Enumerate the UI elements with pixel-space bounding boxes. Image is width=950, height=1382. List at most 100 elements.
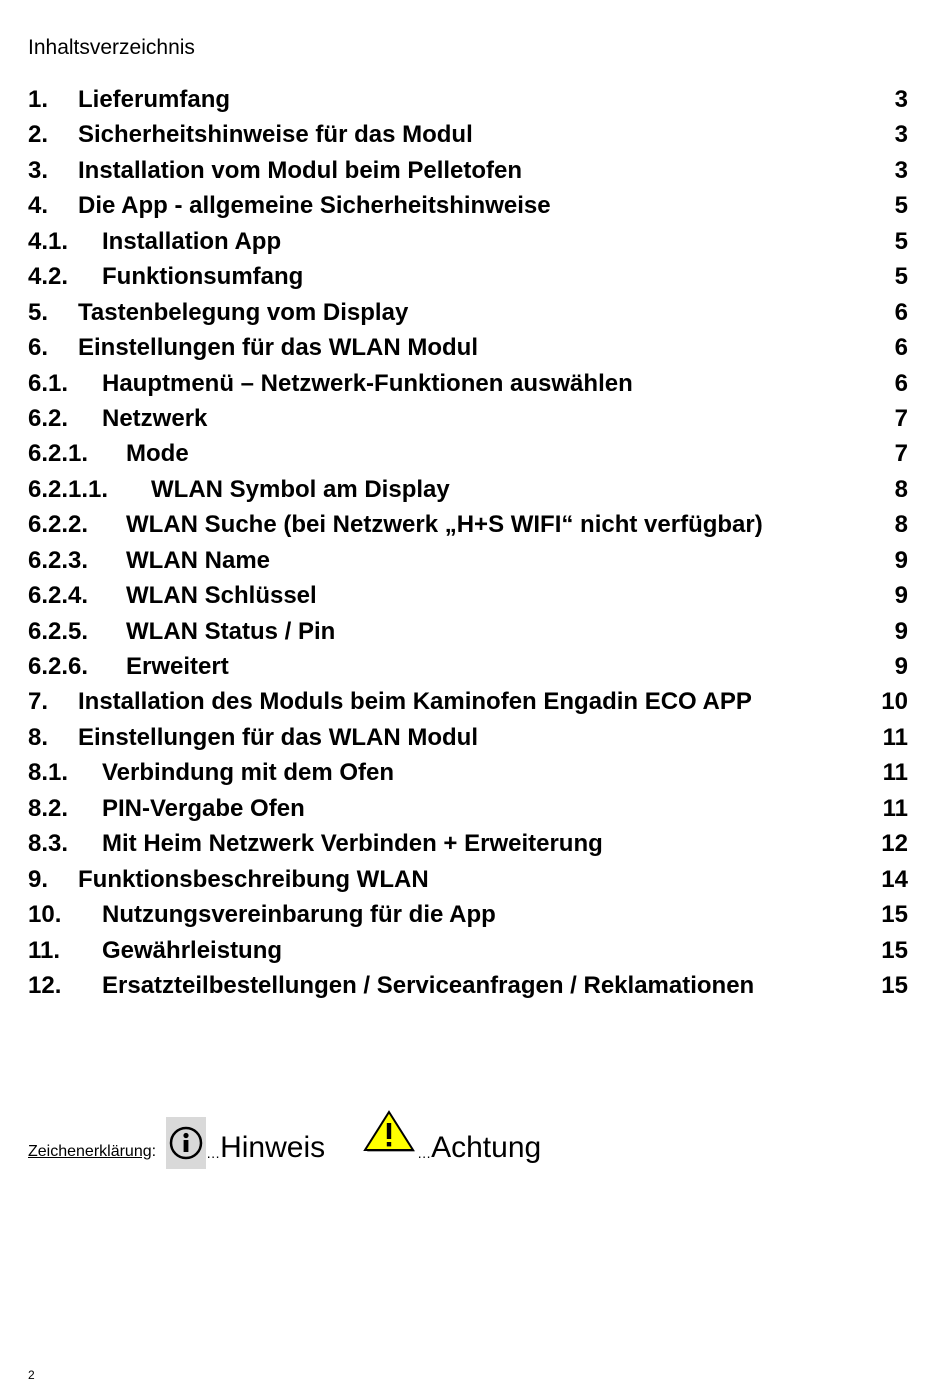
page-number: 2 — [28, 1368, 35, 1382]
toc-entry-page: 9 — [894, 582, 908, 610]
toc-entry[interactable]: 8.1. Verbindung mit dem Ofen 11 — [28, 755, 908, 790]
toc-entry[interactable]: 6.2.3. WLAN Name 9 — [28, 543, 908, 578]
toc-entry-page: 11 — [882, 723, 908, 751]
toc-entry-title: WLAN Schlüssel — [126, 582, 317, 610]
toc-entry[interactable]: 2. Sicherheitshinweise für das Modul 3 — [28, 117, 908, 152]
toc-entry-num: 6. — [28, 334, 49, 362]
table-of-contents: 1. Lieferumfang 3 2. Sicherheitshinweise für… — [28, 82, 908, 1003]
toc-entry-page: 9 — [894, 546, 908, 574]
toc-entry-page: 15 — [881, 971, 908, 999]
legend-warning-text: Achtung — [431, 1131, 542, 1164]
toc-entry-page: 12 — [881, 830, 908, 858]
toc-entry-num: 3. — [28, 156, 49, 184]
toc-entry-page: 8 — [894, 475, 908, 503]
toc-entry-num: 7. — [28, 688, 49, 716]
toc-entry-title: Mode — [126, 440, 189, 468]
toc-entry-num: 5. — [28, 298, 49, 326]
toc-entry-num: 10. — [28, 901, 62, 929]
toc-entry-page: 6 — [894, 334, 908, 362]
toc-entry-num: 6.2.4. — [28, 582, 89, 610]
toc-entry-num: 2. — [28, 121, 49, 149]
toc-entry-page: 9 — [894, 653, 908, 680]
toc-entry-num: 6.2.3. — [28, 546, 89, 574]
toc-entry-title: WLAN Suche (bei Netzwerk „H+S WIFI“ nich… — [126, 511, 763, 539]
toc-entry-num: 6.2.5. — [28, 617, 89, 645]
toc-entry-page: 11 — [882, 794, 908, 822]
toc-entry-page: 3 — [894, 86, 908, 113]
toc-entry-num: 9. — [28, 865, 49, 893]
toc-entry-num: 11. — [28, 936, 61, 964]
toc-entry[interactable]: 1. Lieferumfang 3 — [28, 82, 908, 117]
toc-entry-page: 3 — [894, 121, 908, 149]
toc-entry-num: 8. — [28, 723, 49, 751]
toc-entry-title: Funktionsumfang — [102, 263, 304, 291]
toc-entry-title: Einstellungen für das WLAN Modul — [78, 334, 478, 362]
toc-entry-title: Mit Heim Netzwerk Verbinden + Erweiterun… — [102, 830, 603, 858]
toc-entry-title: Nutzungsvereinbarung für die App — [102, 901, 496, 929]
toc-entry-num: 8.2. — [28, 794, 69, 822]
info-circle-icon — [166, 1117, 207, 1169]
toc-entry[interactable]: 6.2.1. Mode 7 — [28, 436, 908, 471]
toc-entry[interactable]: 9. Funktionsbeschreibung WLAN 14 — [28, 862, 908, 897]
toc-entry-title: Installation vom Modul beim Pelletofen — [78, 156, 523, 184]
toc-entry[interactable]: 3. Installation vom Modul beim Pelletofen… — [28, 153, 908, 188]
toc-entry-title: Einstellungen für das WLAN Modul — [78, 723, 478, 751]
toc-entry-title: Hauptmenü – Netzwerk-Funktionen auswähle… — [102, 369, 633, 397]
toc-entry-page: 10 — [881, 688, 908, 716]
toc-entry-page: 5 — [894, 192, 908, 220]
toc-entry-page: 6 — [894, 369, 908, 397]
toc-entry-num: 6.2. — [28, 404, 69, 432]
toc-entry[interactable]: 8.3. Mit Heim Netzwerk Verbinden + Erweit… — [28, 826, 908, 861]
toc-entry-title: Ersatzteilbestellungen / Serviceanfragen… — [102, 971, 755, 999]
toc-entry-title: Netzwerk — [102, 404, 208, 432]
toc-entry[interactable]: 10. Nutzungsvereinbarung für die App 15 — [28, 897, 908, 932]
toc-entry[interactable]: 6.2.6. Erweitert 9 — [28, 649, 908, 684]
legend-dots: … — [206, 1145, 221, 1161]
toc-heading: Inhaltsverzeichnis — [28, 36, 195, 59]
toc-entry-title: Installation des Moduls beim Kaminofen E… — [78, 688, 752, 716]
toc-entry-page: 14 — [881, 865, 908, 893]
toc-entry-page: 7 — [894, 404, 908, 432]
toc-entry-title: Installation App — [102, 227, 282, 255]
toc-entry-title: Lieferumfang — [78, 86, 231, 113]
toc-entry-page: 15 — [881, 901, 908, 929]
toc-entry[interactable]: 7. Installation des Moduls beim Kaminofen… — [28, 684, 908, 719]
toc-entry-title: Die App - allgemeine Sicherheitshinweise — [78, 192, 551, 220]
legend-label: Zeichenerklärung — [28, 1143, 152, 1160]
toc-entry-page: 8 — [894, 511, 908, 539]
toc-entry[interactable]: 4.2. Funktionsumfang 5 — [28, 259, 908, 294]
toc-entry[interactable]: 6.2. Netzwerk 7 — [28, 401, 908, 436]
legend-colon: : — [151, 1143, 157, 1160]
toc-entry-num: 6.1. — [28, 369, 69, 397]
toc-entry[interactable]: 8.2. PIN-Vergabe Ofen 11 — [28, 791, 908, 826]
toc-entry-page: 6 — [894, 298, 908, 326]
toc-entry-title: Gewährleistung — [102, 936, 283, 964]
toc-entry-page: 7 — [894, 440, 908, 468]
toc-entry[interactable]: 11. Gewährleistung 15 — [28, 933, 908, 968]
toc-entry-num: 8.1. — [28, 759, 69, 787]
toc-entry[interactable]: 8. Einstellungen für das WLAN Modul 11 — [28, 720, 908, 755]
toc-entry[interactable]: 6.2.2. WLAN Suche (bei Netzwerk „H+S WIFI… — [28, 507, 908, 542]
toc-entry-num: 4. — [28, 192, 49, 220]
legend-dots: … — [417, 1145, 432, 1161]
toc-entry[interactable]: 6.1. Hauptmenü – Netzwerk-Funktionen ausw… — [28, 366, 908, 401]
toc-entry[interactable]: 4. Die App - allgemeine Sicherheitshinwei… — [28, 188, 908, 223]
toc-entry-num: 4.1. — [28, 227, 69, 255]
toc-entry[interactable]: 6.2.1.1. WLAN Symbol am Display 8 — [28, 472, 908, 507]
toc-entry-title: Sicherheitshinweise für das Modul — [78, 121, 473, 149]
toc-entry-title: WLAN Status / Pin — [126, 617, 336, 645]
toc-entry-page: 3 — [894, 156, 908, 184]
toc-entry[interactable]: 4.1. Installation App 5 — [28, 224, 908, 259]
toc-entry-num: 6.2.1.1. — [28, 475, 109, 503]
toc-entry-page: 5 — [894, 263, 908, 291]
toc-entry-num: 6.2.2. — [28, 511, 89, 539]
toc-entry[interactable]: 5. Tastenbelegung vom Display 6 — [28, 295, 908, 330]
toc-entry[interactable]: 6.2.5. WLAN Status / Pin 9 — [28, 614, 908, 649]
legend-info-text: Hinweis — [220, 1131, 326, 1164]
toc-entry-title: Verbindung mit dem Ofen — [102, 759, 395, 787]
toc-entry[interactable]: 6. Einstellungen für das WLAN Modul 6 — [28, 330, 908, 365]
toc-entry[interactable]: 6.2.4. WLAN Schlüssel 9 — [28, 578, 908, 613]
toc-entry[interactable]: 12. Ersatzteilbestellungen / Serviceanfra… — [28, 968, 908, 1003]
toc-entry-num: 8.3. — [28, 830, 69, 858]
toc-entry-title: WLAN Name — [126, 546, 271, 574]
